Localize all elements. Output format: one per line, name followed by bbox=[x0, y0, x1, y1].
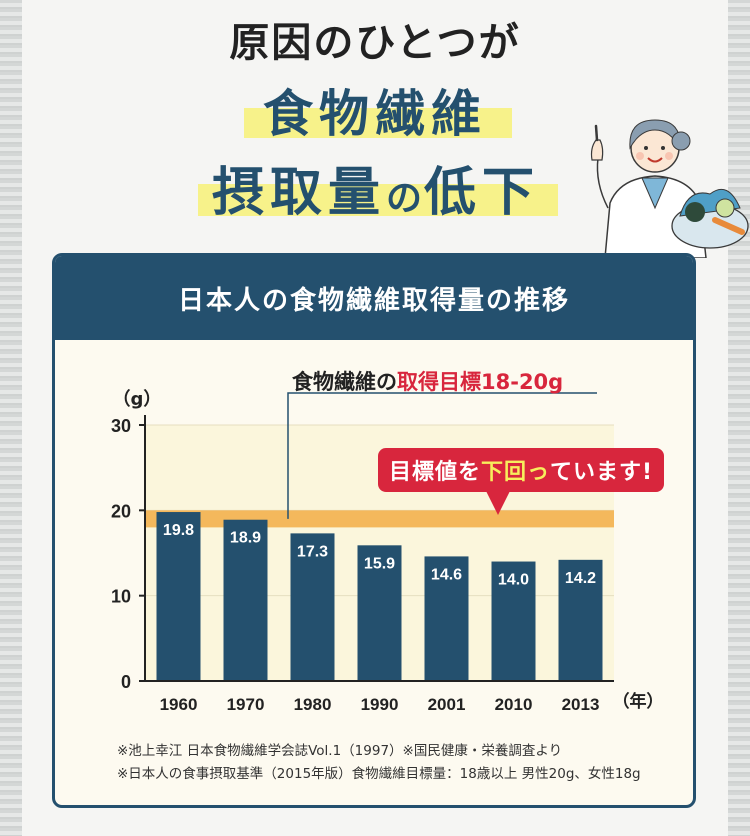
chart-card-title: 日本人の食物繊維取得量の推移 bbox=[55, 256, 693, 340]
bar bbox=[223, 519, 268, 681]
bar-value-label: 17.3 bbox=[297, 543, 328, 560]
below-target-badge: 目標値を 下回っ ています! bbox=[378, 448, 664, 492]
bar-value-label: 14.2 bbox=[565, 570, 596, 587]
badge-pointer bbox=[486, 491, 510, 515]
heading-line-2: 食物繊維 bbox=[263, 84, 487, 143]
fiber-intake-chart: 19.8196018.9197017.3198015.9199014.62001… bbox=[111, 389, 664, 714]
heading-line-3-end: 低下 bbox=[424, 162, 541, 223]
heading-highlight-2 bbox=[198, 184, 558, 216]
x-axis-unit-label: （年） bbox=[613, 691, 664, 712]
target-callout-prefix: 食物繊維の bbox=[292, 370, 397, 394]
badge-highlight: 下回っ bbox=[480, 460, 550, 485]
source-notes: ※池上幸江 日本食物繊維学会誌Vol.1（1997）※国民健康・栄養調査より ※… bbox=[117, 740, 641, 786]
x-tick-label: 1970 bbox=[227, 695, 265, 714]
bar-value-label: 15.9 bbox=[364, 555, 395, 572]
left-stone-border bbox=[0, 0, 22, 836]
bar-value-label: 18.9 bbox=[230, 530, 261, 547]
bar bbox=[290, 533, 335, 681]
y-tick-label: 10 bbox=[111, 587, 131, 607]
target-callout: 食物繊維の取得目標18-20g bbox=[292, 366, 563, 396]
heading-line-3-particle: の bbox=[386, 177, 425, 219]
bar bbox=[357, 545, 402, 681]
nutritionist-illustration bbox=[590, 119, 749, 258]
x-tick-label: 1990 bbox=[361, 695, 399, 714]
source-note-1: ※池上幸江 日本食物繊維学会誌Vol.1（1997）※国民健康・栄養調査より bbox=[117, 743, 563, 759]
x-tick-label: 1980 bbox=[294, 695, 332, 714]
heading-highlight-1 bbox=[244, 108, 512, 138]
y-tick-label: 0 bbox=[121, 672, 131, 692]
bar-value-label: 19.8 bbox=[163, 522, 194, 539]
y-tick-label: 20 bbox=[111, 501, 131, 521]
x-tick-label: 1960 bbox=[160, 695, 198, 714]
y-axis-unit-label: （g） bbox=[113, 389, 162, 410]
y-tick-label: 30 bbox=[111, 416, 131, 436]
bar-value-label: 14.0 bbox=[498, 572, 529, 589]
x-tick-label: 2010 bbox=[495, 695, 533, 714]
target-range-band bbox=[145, 510, 614, 528]
heading-line-1: 原因のひとつが bbox=[229, 19, 521, 66]
bar bbox=[491, 561, 536, 681]
bar bbox=[558, 559, 603, 681]
heading-line-3-main: 摂取量 bbox=[212, 162, 387, 223]
badge-suffix: ています! bbox=[549, 460, 654, 485]
source-note-2: ※日本人の食事摂取基準（2015年版）食物繊維目標量：18歳以上 男性20g、女… bbox=[117, 766, 641, 782]
target-callout-highlight: 取得目標18-20g bbox=[397, 370, 564, 394]
badge-prefix: 目標値を bbox=[388, 460, 481, 485]
callout-leader-line bbox=[287, 392, 597, 519]
x-tick-label: 2013 bbox=[562, 695, 600, 714]
heading-line-3: 摂取量の低下 bbox=[212, 150, 540, 225]
bar bbox=[424, 556, 469, 681]
bar-value-label: 14.6 bbox=[431, 566, 462, 583]
x-tick-label: 2001 bbox=[428, 695, 466, 714]
bar bbox=[156, 512, 201, 681]
page: 原因のひとつが 食物繊維 摂取量の低下 日本人の食物繊維取得量の推移 19.8 1… bbox=[22, 0, 749, 836]
